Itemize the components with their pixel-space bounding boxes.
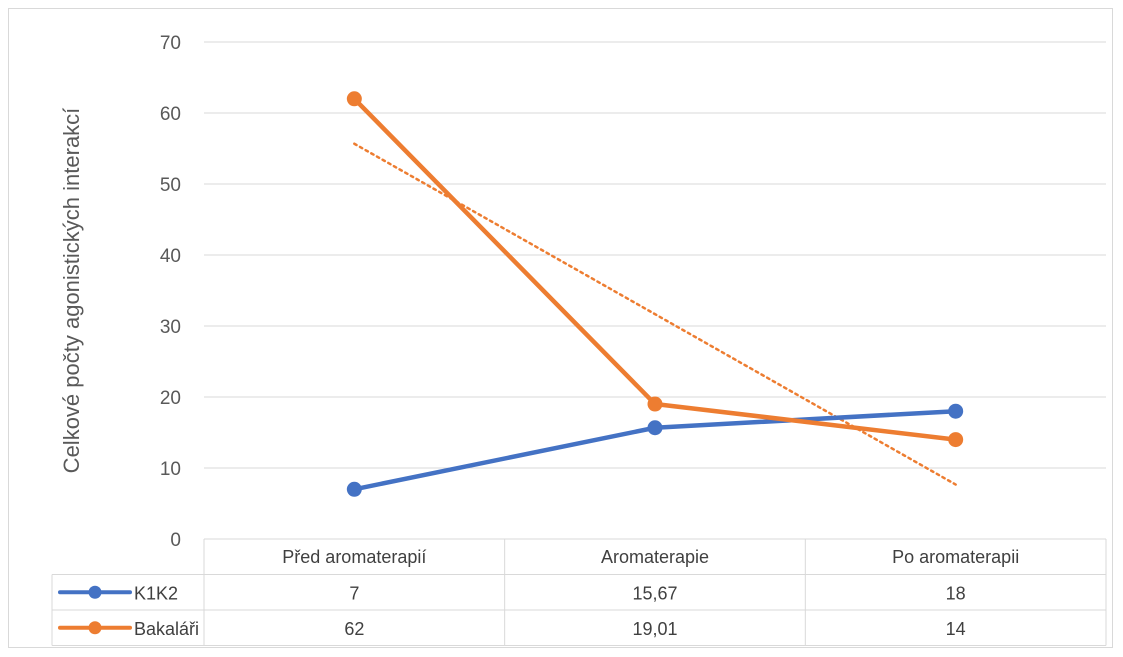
data-table-value: 18 bbox=[946, 583, 966, 603]
gridlines bbox=[204, 41, 1106, 469]
data-table-value: 62 bbox=[344, 619, 364, 639]
x-category-label: Před aromaterapií bbox=[282, 547, 426, 567]
data-table-value: 15,67 bbox=[632, 583, 677, 603]
legend-key-Bakaláři bbox=[58, 621, 132, 635]
y-axis-label: Celkové počty agonistických interakcí bbox=[59, 108, 84, 474]
data-table: Před aromaterapií Aromaterapie Po aromater… bbox=[51, 538, 1107, 646]
data-point-Bakaláři bbox=[346, 91, 362, 107]
y-tick-label: 40 bbox=[160, 246, 181, 267]
legend-label: Bakaláři bbox=[134, 619, 199, 639]
data-point-K1K2 bbox=[647, 420, 663, 436]
series-line-Bakaláři bbox=[352, 96, 958, 442]
y-tick-label: 0 bbox=[170, 530, 181, 551]
series-points bbox=[346, 91, 964, 497]
data-table-value: 19,01 bbox=[632, 619, 677, 639]
legend-label: K1K2 bbox=[134, 583, 178, 603]
data-table-value: 14 bbox=[946, 619, 966, 639]
y-tick-label: 30 bbox=[160, 317, 181, 338]
data-point-Bakaláři bbox=[948, 432, 964, 448]
line-chart: 0 10 20 30 40 50 60 70 Celkové počty agonistick… bbox=[51, 33, 1107, 646]
chart-frame: 0 10 20 30 40 50 60 70 Celkové počty agonistick… bbox=[8, 8, 1113, 648]
y-tick-label: 60 bbox=[160, 104, 181, 125]
y-axis-ticks: 0 10 20 30 40 50 60 70 bbox=[160, 33, 181, 551]
data-point-K1K2 bbox=[346, 481, 362, 497]
legend-key-K1K2 bbox=[58, 585, 132, 599]
data-point-Bakaláři bbox=[647, 396, 663, 412]
y-tick-label: 20 bbox=[160, 388, 181, 409]
x-category-label: Po aromaterapii bbox=[892, 547, 1019, 567]
trendline bbox=[353, 142, 957, 486]
y-tick-label: 10 bbox=[160, 459, 181, 480]
y-tick-label: 70 bbox=[160, 33, 181, 54]
data-table-value: 7 bbox=[349, 583, 359, 603]
data-point-K1K2 bbox=[948, 403, 964, 419]
trendline-Bakaláři bbox=[353, 142, 957, 486]
y-tick-label: 50 bbox=[160, 175, 181, 196]
x-category-label: Aromaterapie bbox=[601, 547, 709, 567]
